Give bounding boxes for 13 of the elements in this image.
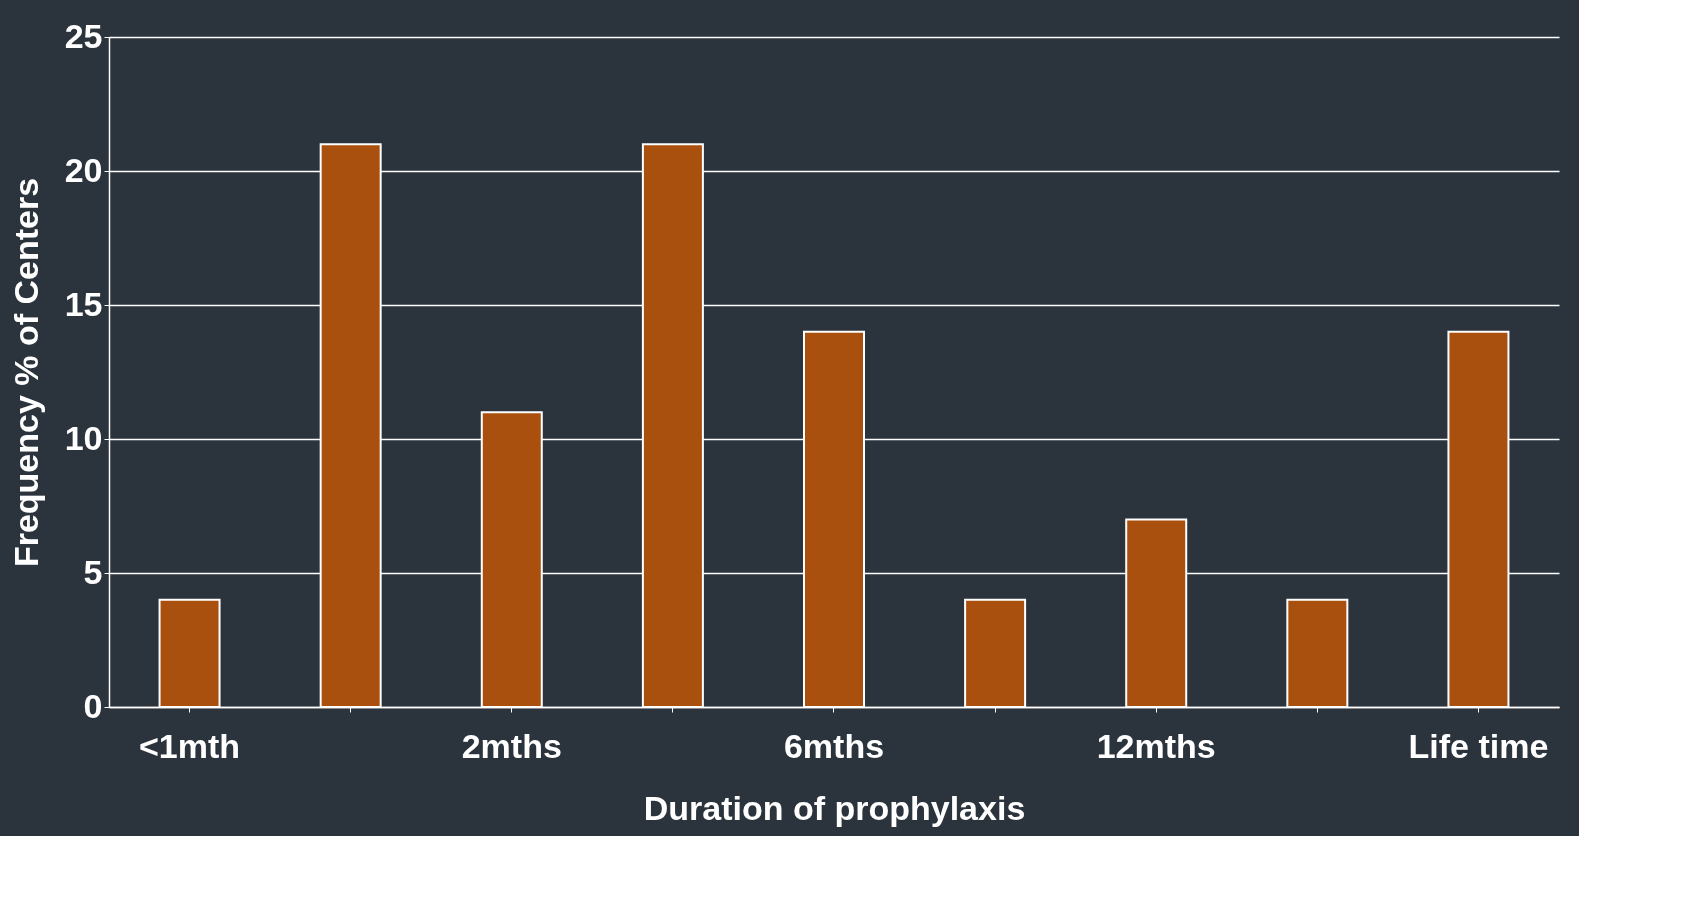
x-tick-label: 2mths — [461, 726, 562, 765]
x-tick-label: <1mth — [139, 726, 241, 765]
x-tick-label: 6mths — [783, 726, 885, 765]
y-tick-label: 15 — [64, 284, 103, 323]
x-axis-title: Duration of prophylaxis — [643, 788, 1026, 827]
y-tick-label: 5 — [83, 552, 103, 591]
x-tick-label: 12mths — [1096, 726, 1216, 765]
y-tick-label: 0 — [83, 686, 103, 725]
x-tick-label: Life time — [1408, 726, 1549, 765]
y-tick-label: 25 — [64, 16, 103, 55]
y-axis-title: Frequency % of Centers — [6, 177, 45, 568]
y-tick-label: 10 — [64, 418, 103, 457]
y-tick-label: 20 — [64, 150, 103, 189]
